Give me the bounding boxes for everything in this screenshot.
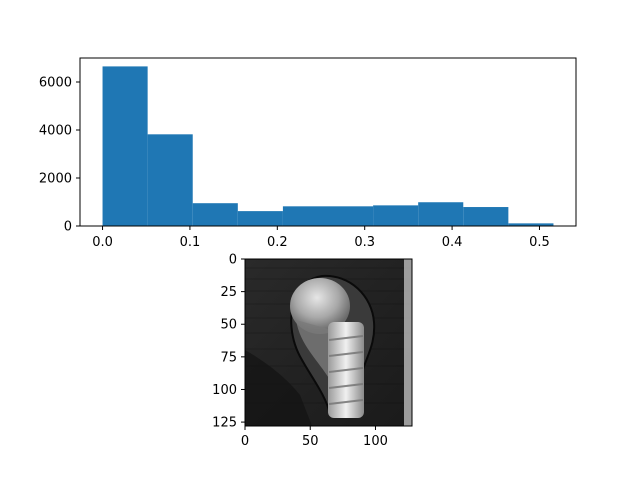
histogram-bar <box>418 202 464 226</box>
y-tick-label: 75 <box>220 350 237 365</box>
y-tick-label: 2000 <box>39 172 72 187</box>
histogram-x-ticks: 0.0 0.1 0.2 0.3 0.4 0.5 <box>92 226 550 250</box>
y-tick-label: 125 <box>212 416 237 431</box>
histogram-bar <box>237 211 283 226</box>
x-tick-label: 50 <box>302 434 319 449</box>
x-tick-label: 100 <box>363 434 388 449</box>
histogram-bar <box>102 66 148 227</box>
image-shadow <box>245 350 312 426</box>
x-tick-label: 0.1 <box>180 235 201 250</box>
image-right-edge <box>404 259 412 426</box>
x-tick-label: 0.3 <box>354 235 375 250</box>
x-tick-label: 0 <box>241 434 249 449</box>
histogram-bar <box>373 205 419 226</box>
y-tick-label: 6000 <box>39 76 72 91</box>
histogram-bars <box>102 66 554 227</box>
bulb-threads <box>328 335 364 405</box>
histogram-frame <box>79 57 577 227</box>
y-tick-label: 4000 <box>39 124 72 139</box>
bulb-lower-glass <box>296 320 332 380</box>
x-tick-label: 0.2 <box>267 235 288 250</box>
y-tick-label: 100 <box>212 383 237 398</box>
x-tick-label: 0.4 <box>442 235 463 250</box>
y-tick-label: 0 <box>229 253 237 268</box>
y-tick-label: 50 <box>220 318 237 333</box>
image-x-ticks: 0 50 100 <box>241 426 388 449</box>
grayscale-image <box>245 259 412 426</box>
histogram-axes: 0.0 0.1 0.2 0.3 0.4 0.5 0 2000 4000 6000 <box>39 57 577 250</box>
x-tick-label: 0.5 <box>529 235 550 250</box>
y-tick-label: 25 <box>220 285 237 300</box>
histogram-bar <box>328 206 374 226</box>
x-tick-label: 0.0 <box>92 235 113 250</box>
histogram-bar <box>508 223 554 226</box>
y-tick-label: 0 <box>64 220 72 235</box>
image-axes: 0 50 100 0 25 50 75 100 125 <box>212 253 413 449</box>
image-y-ticks: 0 25 50 75 100 125 <box>212 253 245 431</box>
histogram-bar <box>463 207 509 226</box>
histogram-bar <box>192 203 238 226</box>
histogram-y-ticks: 0 2000 4000 6000 <box>39 76 80 235</box>
bulb-glass <box>290 278 350 334</box>
histogram-bar <box>147 134 193 226</box>
histogram-bar <box>282 206 328 226</box>
image-frame <box>244 258 413 427</box>
